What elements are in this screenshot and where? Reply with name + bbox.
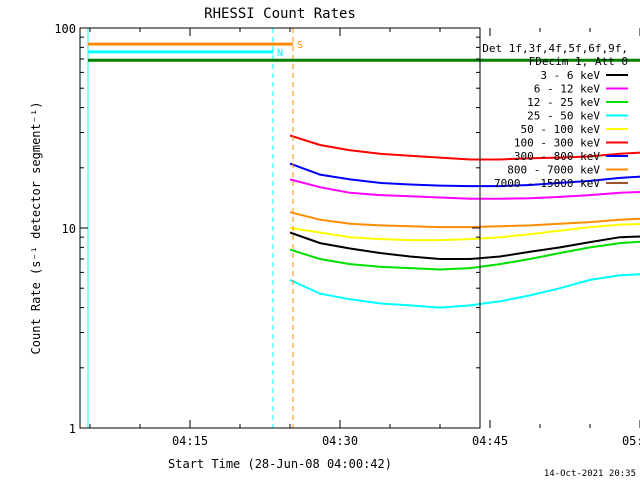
x-tick-label-3: 05:00 [622, 434, 640, 448]
legend-label-4: 50 - 100 keV [521, 123, 601, 136]
legend-label-0: 3 - 6 keV [540, 69, 600, 82]
legend-label-8: 7000 - 15000 keV [494, 177, 600, 190]
y-tick-label-2: 100 [54, 22, 76, 36]
series-line-5 [289, 134, 640, 161]
state-bar-label-1: N [277, 48, 283, 59]
x-axis-label: Start Time (28-Jun-08 04:00:42) [168, 457, 392, 471]
legend-label-1: 6 - 12 keV [534, 83, 601, 96]
x-tick-label-1: 04:30 [322, 434, 358, 448]
series-line-7 [289, 211, 640, 229]
y-axis-label: Count Rate (s⁻¹ detector segment⁻¹) [29, 102, 43, 355]
legend-label-6: 300 - 800 keV [514, 150, 600, 163]
y-tick-label-1: 10 [62, 222, 76, 236]
state-bar-label-0: S [297, 40, 303, 51]
series-line-6 [289, 162, 640, 188]
series-layer [289, 134, 640, 309]
plot-frame [79, 27, 481, 429]
series-line-0 [289, 231, 640, 260]
legend-header-0: Det 1f,3f,4f,5f,6f,9f, [482, 42, 628, 55]
x-tick-label-0: 04:15 [172, 434, 208, 448]
footer-date: 14-Oct-2021 20:35 [544, 469, 636, 479]
series-line-1 [289, 178, 640, 200]
legend-label-7: 800 - 7000 keV [507, 164, 600, 177]
y-tick-label-0: 1 [69, 422, 76, 436]
series-line-2 [289, 240, 640, 271]
series-line-4 [289, 223, 640, 242]
legend-header-1: FDecim 1, Att 0 [529, 55, 628, 68]
series-line-3 [289, 273, 640, 309]
legend-label-2: 12 - 25 keV [527, 96, 600, 109]
x-tick-label-2: 04:45 [472, 434, 508, 448]
legend: Det 1f,3f,4f,5f,6f,9f,FDecim 1, Att 03 -… [482, 42, 628, 190]
chart-title: RHESSI Count Rates [204, 6, 356, 22]
legend-label-3: 25 - 50 keV [527, 110, 600, 123]
attenuator-bars-layer: SNRD0RD4 [88, 40, 640, 62]
legend-label-5: 100 - 300 keV [514, 137, 600, 150]
